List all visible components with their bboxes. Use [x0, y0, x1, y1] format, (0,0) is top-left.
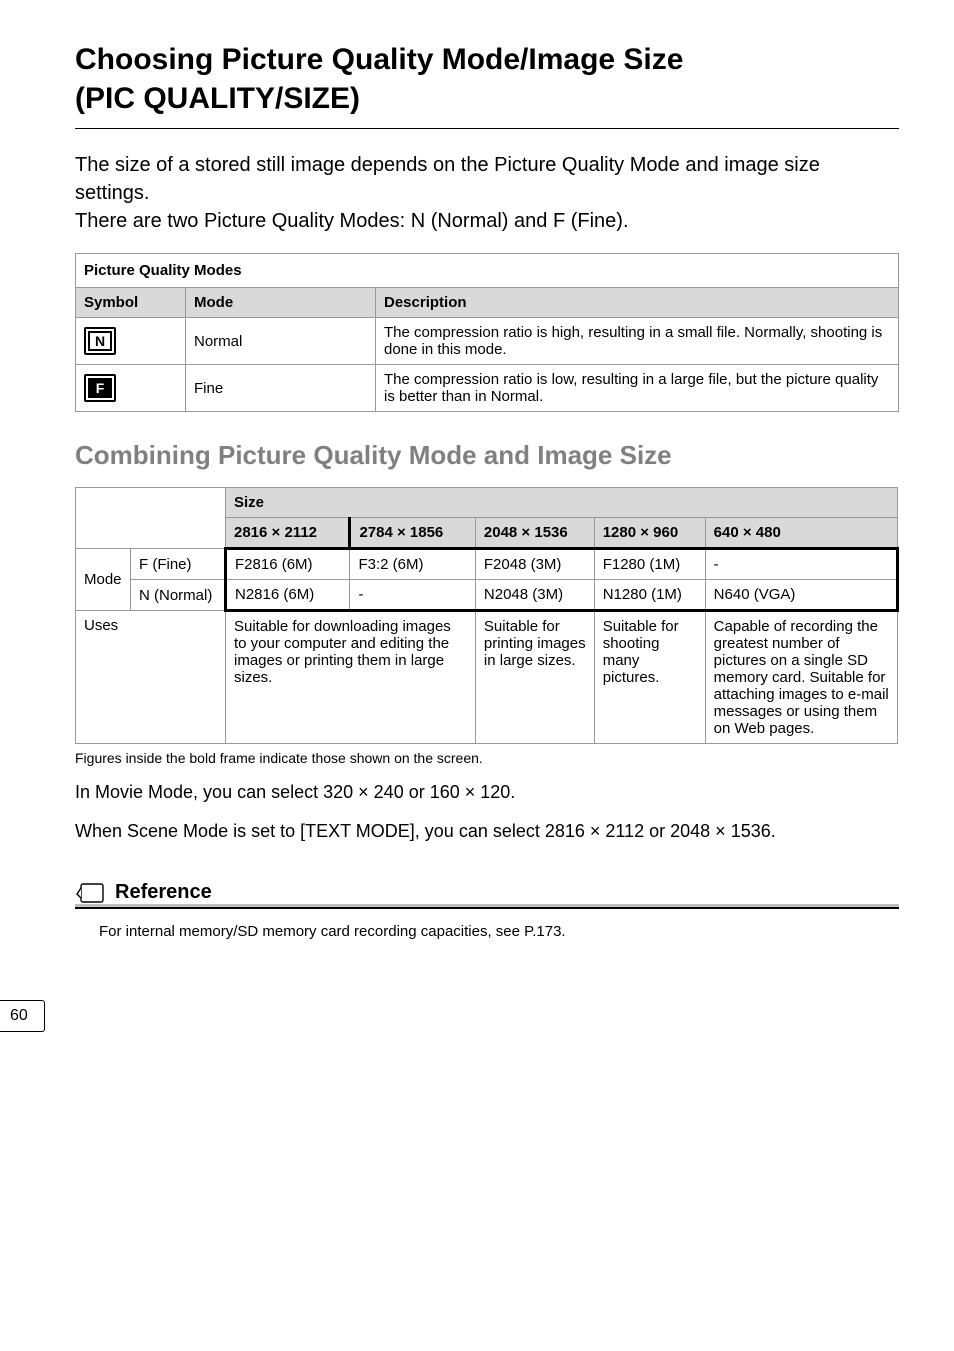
pqm-mode-cell: Fine — [186, 365, 376, 412]
symbol-letter: F — [88, 378, 112, 398]
size-col: 2816 × 2112 — [226, 518, 350, 549]
intro-p1: The size of a stored still image depends… — [75, 151, 899, 207]
size-col: 1280 × 960 — [594, 518, 705, 549]
intro-block: The size of a stored still image depends… — [75, 151, 899, 235]
intro-p2: There are two Picture Quality Modes: N (… — [75, 207, 899, 235]
uses-cell: Suitable for shooting many pictures. — [594, 611, 705, 744]
combo-table: Size 2816 × 2112 2784 × 1856 2048 × 1536… — [75, 487, 899, 744]
pqm-desc-cell: The compression ratio is high, resulting… — [376, 318, 899, 365]
scene-note: When Scene Mode is set to [TEXT MODE], y… — [75, 819, 899, 844]
size-col: 2048 × 1536 — [475, 518, 594, 549]
cell: F3:2 (6M) — [350, 549, 475, 580]
reference-text: For internal memory/SD memory card recor… — [99, 923, 899, 940]
table-row: Mode F (Fine) F2816 (6M) F3:2 (6M) F2048… — [76, 549, 898, 580]
reference-label: Reference — [115, 881, 212, 906]
cell: N2048 (3M) — [475, 580, 594, 611]
table-row: N Normal The compression ratio is high, … — [76, 318, 899, 365]
cell: N640 (VGA) — [705, 580, 897, 611]
cell: F2048 (3M) — [475, 549, 594, 580]
reference-block: Reference For internal memory/SD memory … — [75, 880, 899, 940]
cell: N1280 (1M) — [594, 580, 705, 611]
page-title: Choosing Picture Quality Mode/Image Size… — [75, 40, 899, 129]
cell: F1280 (1M) — [594, 549, 705, 580]
pqm-caption: Picture Quality Modes — [75, 253, 899, 287]
table-row: Uses Suitable for downloading images to … — [76, 611, 898, 744]
pqm-table: Symbol Mode Description N Normal The com… — [75, 287, 899, 412]
figure-note: Figures inside the bold frame indicate t… — [75, 750, 899, 766]
uses-cell: Suitable for downloading images to your … — [226, 611, 476, 744]
pqm-col-mode: Mode — [186, 288, 376, 318]
uses-cell: Capable of recording the greatest number… — [705, 611, 897, 744]
pqm-col-desc: Description — [376, 288, 899, 318]
cell: F2816 (6M) — [226, 549, 350, 580]
table-row: Symbol Mode Description — [76, 288, 899, 318]
subheading: Combining Picture Quality Mode and Image… — [75, 440, 899, 471]
pqm-desc-cell: The compression ratio is low, resulting … — [376, 365, 899, 412]
cell: N2816 (6M) — [226, 580, 350, 611]
mode-label: F (Fine) — [131, 549, 226, 580]
cell: - — [350, 580, 475, 611]
pqm-mode-cell: Normal — [186, 318, 376, 365]
pqm-col-symbol: Symbol — [76, 288, 186, 318]
footer: 60 — [75, 1000, 899, 1032]
size-col: 640 × 480 — [705, 518, 897, 549]
title-line-2: (PIC QUALITY/SIZE) — [75, 79, 899, 118]
reference-header: Reference — [75, 880, 899, 906]
size-col: 2784 × 1856 — [350, 518, 475, 549]
mode-label: N (Normal) — [131, 580, 226, 611]
size-header: Size — [226, 488, 898, 518]
uses-label: Uses — [76, 611, 226, 744]
pqm-symbol-cell: N — [76, 318, 186, 365]
symbol-letter: N — [88, 331, 112, 351]
cell: - — [705, 549, 897, 580]
normal-symbol-icon: N — [84, 327, 116, 355]
table-row: Size — [76, 488, 898, 518]
fine-symbol-icon: F — [84, 374, 116, 402]
empty-corner — [76, 488, 226, 549]
movie-note: In Movie Mode, you can select 320 × 240 … — [75, 780, 899, 805]
note-icon — [75, 880, 109, 906]
title-line-1: Choosing Picture Quality Mode/Image Size — [75, 40, 899, 79]
page: Choosing Picture Quality Mode/Image Size… — [0, 0, 954, 1052]
page-number: 60 — [0, 1000, 45, 1032]
pqm-symbol-cell: F — [76, 365, 186, 412]
mode-group-label: Mode — [76, 549, 131, 611]
table-row: F Fine The compression ratio is low, res… — [76, 365, 899, 412]
uses-cell: Suitable for printing images in large si… — [475, 611, 594, 744]
table-row: N (Normal) N2816 (6M) - N2048 (3M) N1280… — [76, 580, 898, 611]
